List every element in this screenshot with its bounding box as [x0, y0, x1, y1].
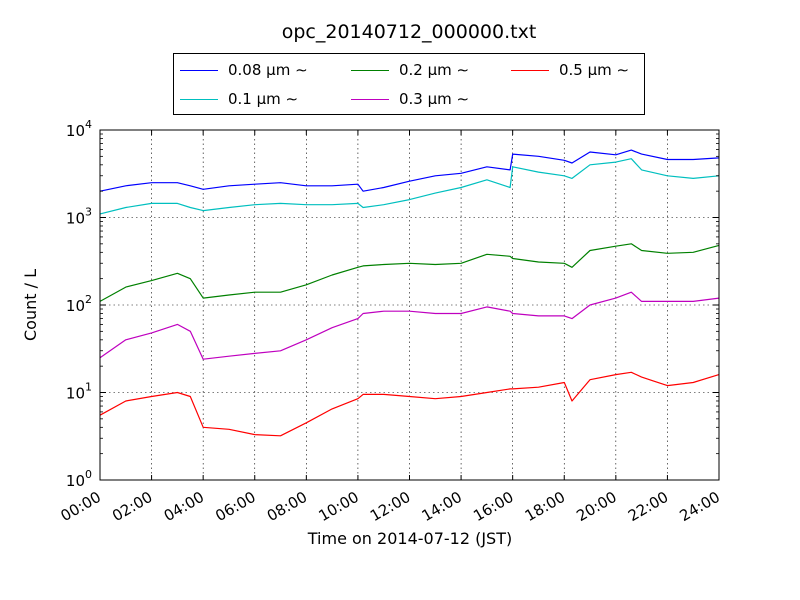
y-tick-label: 102: [66, 293, 92, 315]
legend-item-0.3um: 0.3 μm ∼: [351, 89, 469, 109]
x-tick-label: 18:00: [522, 488, 568, 525]
legend-label: 0.5 μm ∼: [559, 61, 630, 79]
chart-title: opc_20140712_000000.txt: [282, 21, 537, 43]
axis-ticks: [99, 129, 720, 481]
y-tick-label: 104: [66, 118, 92, 140]
series-lines: [99, 149, 720, 437]
x-axis-label: Time on 2014-07-12 (JST): [307, 529, 512, 548]
x-tick-label: 14:00: [419, 488, 465, 525]
series-line-3: [99, 291, 720, 360]
series-line-2: [99, 243, 720, 302]
series-line-0: [99, 149, 720, 192]
x-tick-label: 06:00: [212, 488, 258, 525]
x-tick-label: 22:00: [625, 488, 671, 525]
legend-swatch-red: [511, 69, 549, 71]
legend-label: 0.2 μm ∼: [399, 61, 470, 79]
legend-swatch-cyan: [180, 98, 218, 100]
chart-legend: 0.08 μm ∼ 0.1 μm ∼ 0.2 μm ∼ 0.3 μm ∼ 0.5…: [173, 53, 645, 115]
legend-swatch-magenta: [351, 98, 389, 100]
x-tick-labels: 00:00 02:00 04:00 06:00 08:00 10:00 12:00 14:00…: [58, 488, 723, 525]
y-tick-label: 101: [66, 381, 92, 403]
x-tick-label: 12:00: [367, 488, 413, 525]
x-tick-label: 16:00: [470, 488, 516, 525]
x-tick-label: 24:00: [677, 488, 723, 525]
y-axis-label: Count / L: [21, 269, 40, 341]
legend-swatch-blue: [180, 69, 218, 71]
legend-item-0.08um: 0.08 μm ∼: [180, 60, 308, 80]
x-tick-label: 02:00: [109, 488, 155, 525]
x-tick-label: 00:00: [58, 488, 104, 525]
series-line-1: [99, 158, 720, 215]
legend-label: 0.3 μm ∼: [399, 90, 470, 108]
legend-item-0.1um: 0.1 μm ∼: [180, 89, 298, 109]
legend-label: 0.1 μm ∼: [228, 90, 299, 108]
series-line-4: [99, 371, 720, 437]
x-tick-label: 08:00: [264, 488, 310, 525]
x-tick-label: 20:00: [573, 488, 619, 525]
legend-item-0.2um: 0.2 μm ∼: [351, 60, 469, 80]
legend-item-0.5um: 0.5 μm ∼: [511, 60, 629, 80]
y-tick-labels: 100 101 102 103 104: [66, 118, 92, 490]
legend-swatch-green: [351, 69, 389, 71]
y-tick-label: 103: [66, 206, 92, 228]
legend-label: 0.08 μm ∼: [228, 61, 308, 79]
grid-lines: [100, 130, 719, 480]
x-tick-label: 04:00: [161, 488, 207, 525]
y-tick-label: 100: [66, 468, 92, 490]
x-tick-label: 10:00: [315, 488, 361, 525]
